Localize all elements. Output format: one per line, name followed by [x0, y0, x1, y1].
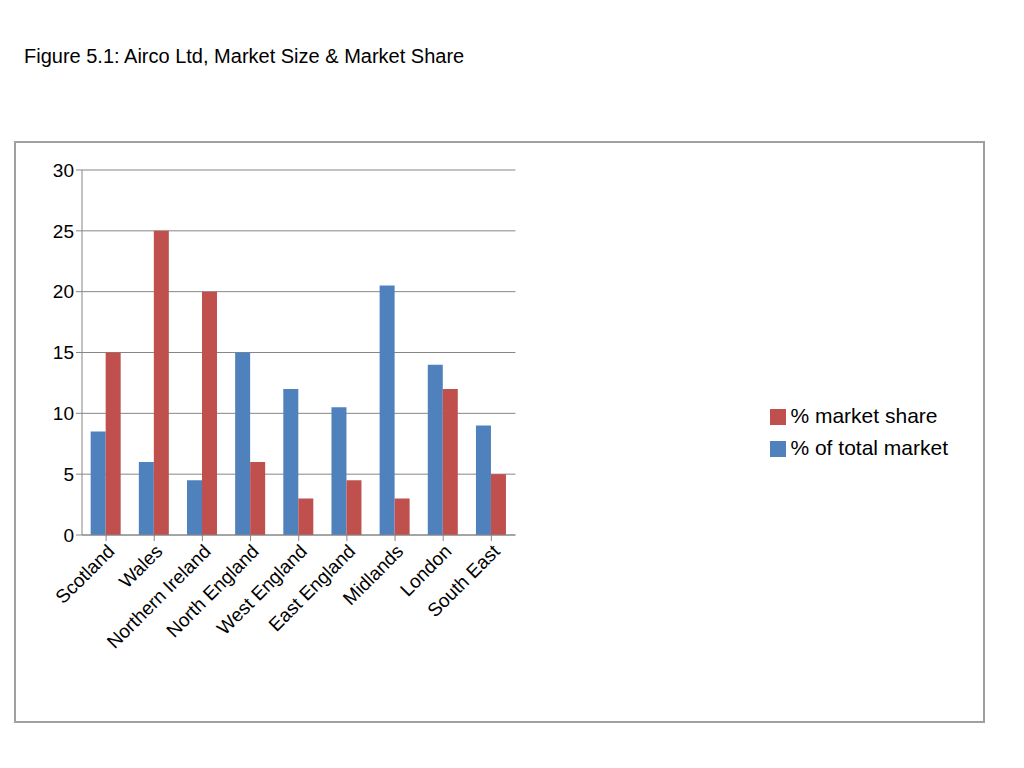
html-text:Figure 5.1: Airco Ltd, Market: Figure 5.1: Airco Ltd, Market Size & Mar…	[24, 45, 465, 67]
svg-text:Midlands: Midlands	[339, 541, 408, 610]
svg-text:London: London	[395, 540, 456, 601]
svg-text:North England: North England	[162, 540, 263, 642]
svg-text:West England: West England	[212, 540, 312, 639]
svg-text:0: 0	[63, 525, 74, 546]
html-text:% market share: % market share	[790, 404, 938, 427]
html-text:% of total market: % of total market	[790, 436, 948, 459]
svg-text:Northern Ireland: Northern Ireland	[102, 540, 215, 653]
svg-text:Wales: Wales	[114, 540, 167, 593]
svg-text:East England: East England	[264, 540, 360, 636]
svg-text:Scotland: Scotland	[51, 541, 118, 608]
svg-text:25: 25	[53, 221, 74, 242]
svg-text:15: 15	[53, 342, 74, 363]
svg-text:30: 30	[53, 160, 74, 181]
svg-text:20: 20	[53, 281, 74, 302]
svg-text:5: 5	[63, 464, 74, 485]
svg-text:10: 10	[53, 403, 74, 424]
svg-text:South East: South East	[423, 540, 504, 621]
